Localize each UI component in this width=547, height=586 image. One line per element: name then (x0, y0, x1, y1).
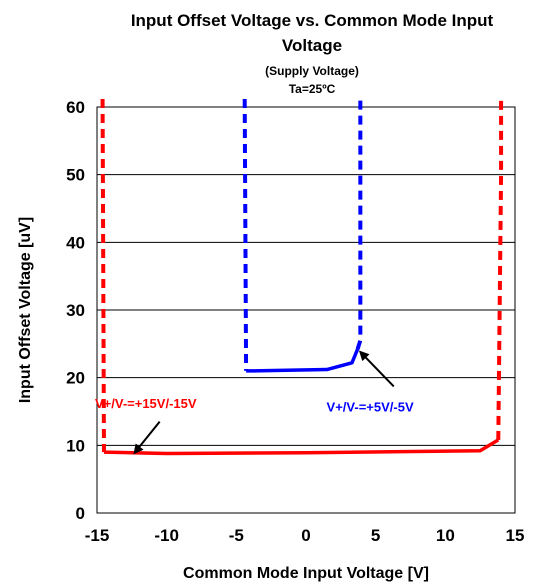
chart-subtitle: (Supply Voltage) (265, 64, 359, 78)
chart-subtitle-temperature: Ta=25ºC (289, 82, 336, 96)
x-tick-label: 0 (301, 526, 310, 545)
x-tick-label: -5 (229, 526, 244, 545)
y-axis-label: Input Offset Voltage [uV] (17, 217, 34, 403)
x-tick-labels: -15 -10 -5 0 5 10 15 (85, 526, 525, 545)
y-tick-label: 40 (66, 233, 85, 252)
y-tick-label: 0 (76, 504, 85, 523)
y-tick-label: 50 (66, 166, 85, 185)
series-1 (100, 98, 504, 456)
series-2-solid-segment (246, 348, 360, 373)
annotation-label-2: V+/V-=+5V/-5V (327, 400, 414, 415)
series-2-dashed-segment (242, 98, 249, 371)
chart-title-line2: Voltage (282, 36, 342, 55)
x-tick-label: -15 (85, 526, 110, 545)
series-layer (100, 98, 504, 456)
x-tick-label: -10 (154, 526, 179, 545)
y-tick-label: 20 (66, 369, 85, 388)
y-tick-labels: 0 10 20 30 40 50 60 (66, 98, 85, 523)
x-tick-label: 5 (371, 526, 380, 545)
y-tick-label: 30 (66, 301, 85, 320)
annotation-layer: V+/V-=+15V/-15V V+/V-=+5V/-5V (95, 350, 414, 455)
annotation-label-1: V+/V-=+15V/-15V (95, 396, 197, 411)
chart-title: Input Offset Voltage vs. Common Mode Inp… (131, 11, 494, 30)
annotation-arrow-2 (358, 350, 395, 388)
x-tick-label: 15 (506, 526, 525, 545)
x-axis-label: Common Mode Input Voltage [V] (183, 565, 429, 582)
annotation-arrow-1 (133, 421, 161, 455)
series-1-dashed-segment (496, 99, 504, 440)
series-2 (242, 98, 363, 373)
y-tick-label: 60 (66, 98, 85, 117)
x-tick-label: 10 (436, 526, 455, 545)
series-1-solid-segment (103, 438, 500, 456)
y-tick-label: 10 (66, 436, 85, 455)
grid-layer (97, 174, 515, 446)
series-2-dashed-segment (355, 99, 363, 350)
plot-area-border (96, 106, 516, 514)
